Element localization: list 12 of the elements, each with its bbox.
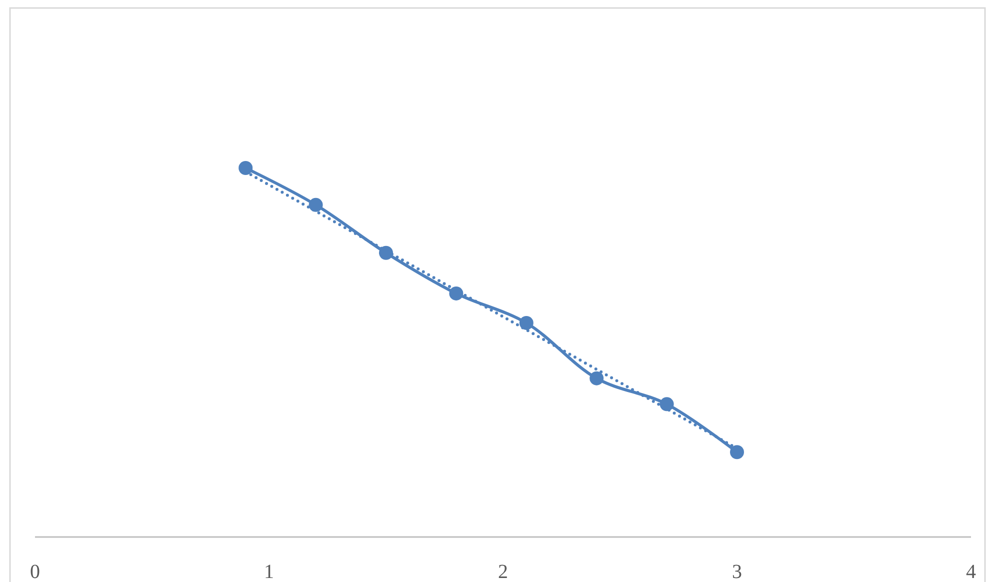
- point: [308, 198, 323, 212]
- point: [519, 316, 534, 330]
- point: [590, 371, 604, 386]
- point: [730, 445, 744, 460]
- x-tick-label: 2: [498, 561, 508, 582]
- point: [238, 161, 253, 175]
- x-tick-label: 3: [732, 561, 742, 582]
- point: [449, 286, 464, 300]
- point: [660, 397, 674, 412]
- x-tick-label: 1: [264, 561, 274, 582]
- x-tick-label: 4: [966, 561, 976, 582]
- x-tick-label: 0: [30, 561, 40, 582]
